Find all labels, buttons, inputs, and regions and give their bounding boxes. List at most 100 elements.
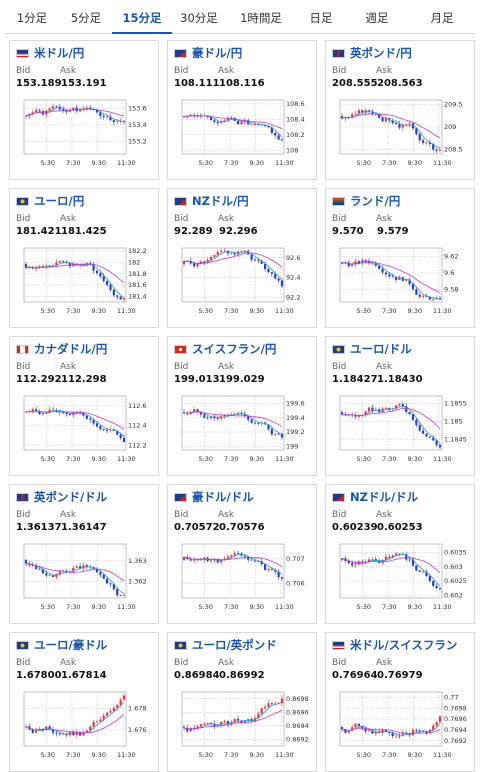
candle-body xyxy=(418,134,421,141)
pair-name[interactable]: スイスフラン/円 xyxy=(192,342,277,356)
rate-card[interactable]: ユーロ/豪ドル Bid Ask 1.67800 1.67814 1.678 1.6… xyxy=(9,632,159,772)
candle-body xyxy=(354,723,357,728)
pair-name[interactable]: 英ポンド/円 xyxy=(350,46,412,60)
pair-name[interactable]: 米ドル/円 xyxy=(34,46,85,60)
candle-body xyxy=(24,115,28,117)
rate-card[interactable]: ユーロ/ドル Bid Ask 1.18427 1.18430 1.1855 1.1… xyxy=(325,336,475,476)
candle-body xyxy=(381,268,384,273)
y-tick-label: 199.6 xyxy=(286,399,305,407)
candle-body xyxy=(267,125,270,128)
tab-timeframe[interactable]: 1時間足 xyxy=(240,11,282,25)
pair-name[interactable]: ユーロ/豪ドル xyxy=(34,638,108,652)
candle-body xyxy=(31,112,34,114)
candle-body xyxy=(206,722,209,724)
rate-card[interactable]: 英ポンド/ドル Bid Ask 1.36137 1.36147 1.363 1.3… xyxy=(9,484,159,624)
bid-value: 92.289 xyxy=(174,226,213,237)
x-tick-label: 7:30 xyxy=(224,455,239,463)
card-header: ユーロ/円 xyxy=(16,193,84,209)
x-tick-label: 9:30 xyxy=(249,159,264,167)
pair-name[interactable]: 豪ドル/ドル xyxy=(192,490,254,504)
moving-average-fast xyxy=(25,563,125,595)
rate-card[interactable]: ユーロ/英ポンド Bid Ask 0.86984 0.86992 0.8698 0… xyxy=(167,632,317,772)
candle-body xyxy=(435,585,438,589)
candle-body xyxy=(58,571,61,574)
candle-body xyxy=(438,588,442,589)
y-tick-label: 108 xyxy=(286,146,298,154)
price-labels: Bid Ask xyxy=(332,214,420,224)
candle-body xyxy=(347,730,350,733)
candle-body xyxy=(106,578,109,584)
candle-body xyxy=(112,289,115,296)
mini-candlestick-chart: 108.6 108.4 108.2 108 5:30 7:30 9:30 11:30 xyxy=(181,99,305,167)
candle-body xyxy=(253,124,257,125)
rate-card[interactable]: ランド/円 Bid Ask 9.570 9.579 9.62 9.6 9.58 5:3… xyxy=(325,188,475,328)
pair-name[interactable]: 豪ドル/円 xyxy=(192,46,243,60)
pair-name[interactable]: ユーロ/英ポンド xyxy=(192,638,277,652)
rate-card[interactable]: 米ドル/円 Bid Ask 153.189 153.191 153.6 153.4… xyxy=(9,40,159,180)
candle-body xyxy=(203,261,206,263)
candle-body xyxy=(253,560,257,562)
pair-name[interactable]: カナダドル/円 xyxy=(34,342,108,356)
y-tick-label: 181.8 xyxy=(128,270,147,278)
candle-body xyxy=(435,721,438,726)
timeframe-tabs: 1分足 5分足 15分足 30分足 1時間足 日足 週足 月足 xyxy=(4,4,476,34)
chart-frame xyxy=(339,543,443,599)
candle-body xyxy=(240,412,243,414)
pair-name[interactable]: NZドル/ドル xyxy=(350,490,419,504)
candle-body xyxy=(102,115,105,117)
tab-timeframe[interactable]: 週足 xyxy=(365,11,389,25)
ask-label: Ask xyxy=(376,658,393,668)
rate-card[interactable]: ユーロ/円 Bid Ask 181.421 181.425 182.2 182 18… xyxy=(9,188,159,328)
ask-label: Ask xyxy=(376,510,393,520)
x-tick-label: 9:30 xyxy=(91,159,106,167)
rate-card[interactable]: 豪ドル/円 Bid Ask 108.111 108.116 108.6 108.4… xyxy=(167,40,317,180)
x-tick-label: 5:30 xyxy=(356,751,371,759)
candle-body xyxy=(209,416,213,419)
price-labels: Bid Ask xyxy=(16,214,104,224)
candle-body xyxy=(92,567,95,569)
rate-card[interactable]: 米ドル/スイスフラン Bid Ask 0.76964 0.76979 0.77 0… xyxy=(325,632,475,772)
pair-name[interactable]: ランド/円 xyxy=(350,194,401,208)
flag-icon xyxy=(332,48,345,58)
candle-body xyxy=(257,259,260,261)
pair-name[interactable]: ユーロ/円 xyxy=(34,194,85,208)
pair-name[interactable]: ユーロ/ドル xyxy=(350,342,412,356)
card-header: カナダドル/円 xyxy=(16,341,107,357)
candle-body xyxy=(122,595,126,597)
y-tick-label: 0.8692 xyxy=(286,735,309,743)
candle-body xyxy=(428,296,431,300)
moving-average-slow xyxy=(341,408,441,430)
x-tick-label: 11:30 xyxy=(433,159,452,167)
candle-body xyxy=(364,411,367,416)
x-tick-label: 11:30 xyxy=(433,307,452,315)
tab-timeframe[interactable]: 月足 xyxy=(430,11,454,25)
tab-timeframe[interactable]: 5分足 xyxy=(70,11,102,25)
rate-card[interactable]: カナダドル/円 Bid Ask 112.292 112.298 112.6 112… xyxy=(9,336,159,476)
rate-card[interactable]: 英ポンド/円 Bid Ask 208.555 208.563 209.5 209 2… xyxy=(325,40,475,180)
price-labels: Bid Ask xyxy=(16,510,104,520)
tab-timeframe[interactable]: 日足 xyxy=(309,11,333,25)
bid-value: 1.67800 xyxy=(16,670,62,681)
tab-timeframe[interactable]: 30分足 xyxy=(180,11,218,25)
y-tick-label: 199.4 xyxy=(286,414,305,422)
ask-label: Ask xyxy=(218,66,235,76)
pair-name[interactable]: 英ポンド/ドル xyxy=(34,490,108,504)
ask-label: Ask xyxy=(60,214,77,224)
pair-name[interactable]: 米ドル/スイスフラン xyxy=(350,638,458,652)
tab-timeframe[interactable]: 15分足 xyxy=(112,4,172,34)
rate-card[interactable]: NZドル/ドル Bid Ask 0.60239 0.60253 0.6035 0.… xyxy=(325,484,475,624)
candle-body xyxy=(354,415,357,417)
rate-card[interactable]: スイスフラン/円 Bid Ask 199.013 199.029 199.6 19… xyxy=(167,336,317,476)
pair-name[interactable]: NZドル/円 xyxy=(192,194,249,208)
y-tick-label: 112.6 xyxy=(128,402,147,410)
tab-timeframe[interactable]: 1分足 xyxy=(16,11,48,25)
rate-card[interactable]: NZドル/円 Bid Ask 92.289 92.296 92.6 92.4 92.… xyxy=(167,188,317,328)
rate-card[interactable]: 豪ドル/ドル Bid Ask 0.70572 0.70576 0.707 0.70… xyxy=(167,484,317,624)
price-labels: Bid Ask xyxy=(174,362,262,372)
card-header: 豪ドル/ドル xyxy=(174,489,254,505)
chart-frame xyxy=(23,691,127,747)
candle-body xyxy=(388,732,391,733)
price-labels: Bid Ask xyxy=(332,658,420,668)
ask-value: 0.70576 xyxy=(219,522,265,533)
y-tick-label: 209.5 xyxy=(444,101,463,109)
